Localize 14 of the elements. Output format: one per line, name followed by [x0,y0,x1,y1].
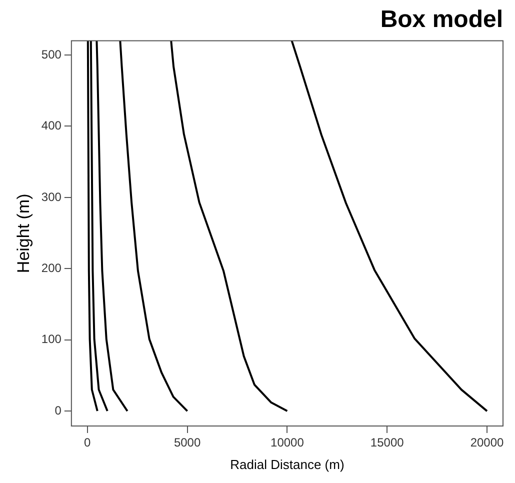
chart-title: Box model [380,6,503,34]
x-tick-label: 5000 [174,436,201,450]
x-tick-label: 0 [84,436,92,450]
y-tick-label: 100 [41,332,62,346]
y-tick-label: 300 [41,190,62,204]
x-tick-label: 20000 [470,436,504,450]
y-tick-label: 500 [41,47,62,62]
y-tick-label: 200 [41,260,62,275]
y-axis-title: Height (m) [14,194,33,274]
x-axis-title: Radial Distance (m) [230,456,344,472]
x-tick-label: 10000 [270,436,304,450]
x-tick-label: 15000 [370,436,404,450]
y-tick-label: 400 [41,118,62,133]
y-tick-label: 0 [54,403,62,418]
